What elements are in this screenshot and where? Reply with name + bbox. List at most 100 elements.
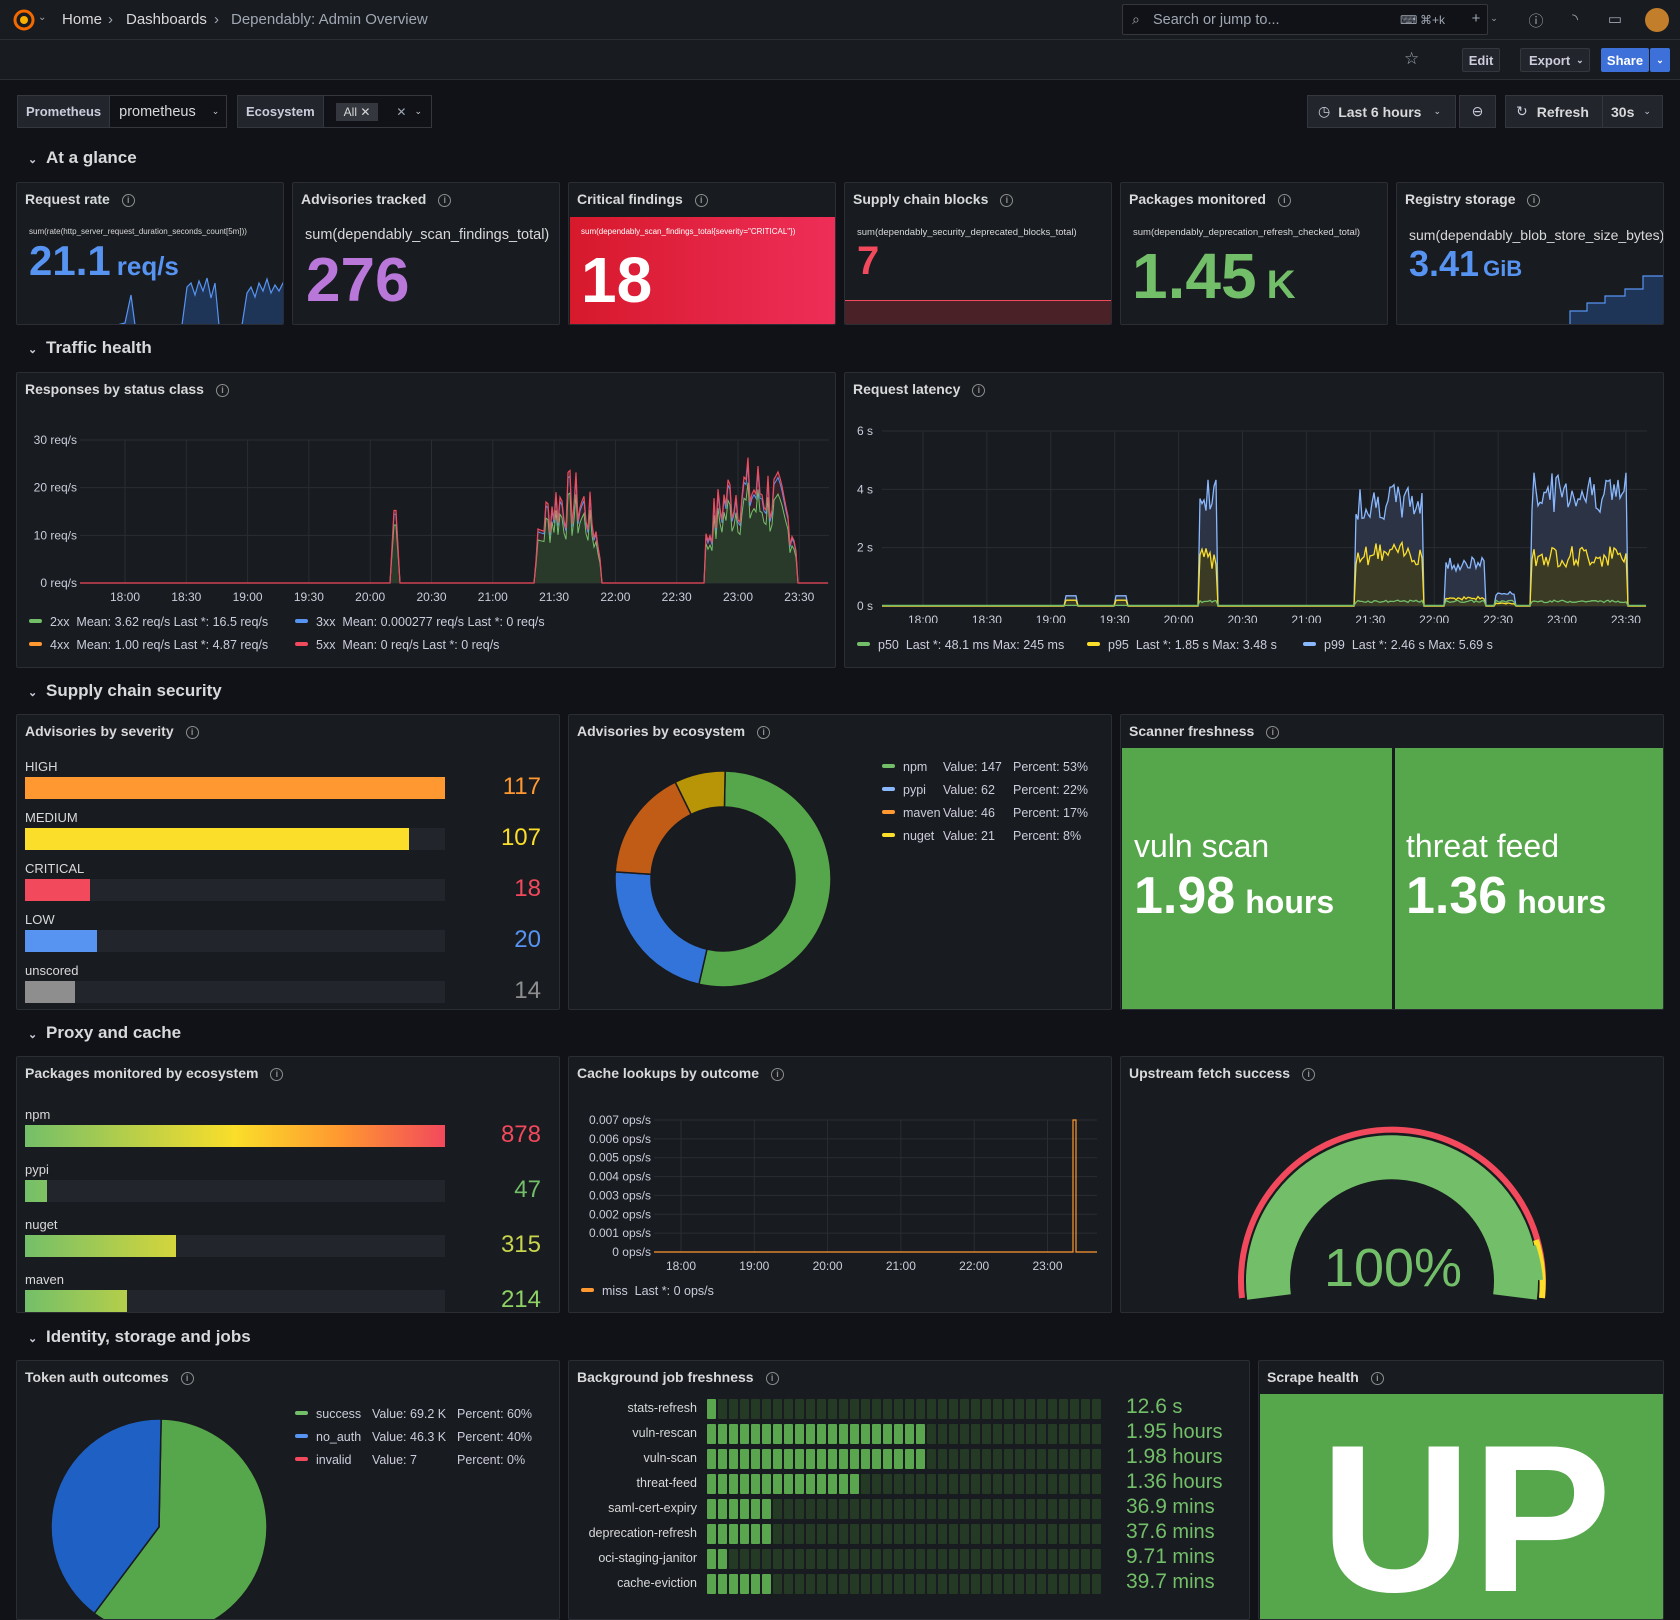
job-cell [1059,1424,1068,1444]
edit-button[interactable]: Edit [1462,48,1500,72]
legend-item-no_auth[interactable]: no_auth Value: 46.3 K Percent: 40% [295,1430,532,1444]
info-icon[interactable]: i [757,726,771,739]
scrape-health-tile: UP [1260,1394,1663,1619]
info-icon[interactable]: i [185,726,199,739]
slice-no_auth[interactable] [51,1419,162,1615]
export-button[interactable]: Export ⌄ [1520,48,1590,72]
slice-nuget[interactable] [674,771,726,816]
row-traffic-health[interactable]: ⌄ Traffic health [28,338,152,358]
bar-track [25,981,445,1003]
info-icon[interactable]: i [215,384,229,397]
panel-packages-monitored: Packages monitored i sum(dependably_depre… [1120,182,1388,325]
job-cell [1081,1449,1090,1469]
info-icon[interactable]: i [694,194,708,207]
row-identity-storage-jobs[interactable]: ⌄ Identity, storage and jobs [28,1327,251,1347]
legend-text: Last *: 48.1 ms Max: 245 ms [905,638,1065,652]
info-icon[interactable]: i [771,1068,785,1081]
star-icon[interactable]: ☆ [1404,49,1420,68]
y-tick-label: 10 req/s [34,528,77,542]
chevron-down-icon: ⌄ [1433,106,1442,116]
legend-item-4xx[interactable]: 4xx Mean: 1.00 req/s Last *: 4.87 req/s [29,638,268,652]
tile-value: 1.98 hours [1134,866,1334,926]
info-icon[interactable]: i [270,1068,284,1081]
refresh-button[interactable]: ↻ Refresh [1505,95,1603,128]
row-at-a-glance[interactable]: ⌄ At a glance [28,148,137,168]
info-icon[interactable]: i [438,194,452,207]
info-icon[interactable]: i [180,1372,194,1385]
legend-item-npm[interactable]: npm Value: 147 Percent: 53% [882,760,1088,774]
row-supply-chain-security[interactable]: ⌄ Supply chain security [28,681,222,701]
job-cell [1059,1549,1068,1569]
legend-item-maven[interactable]: maven Value: 46 Percent: 17% [882,806,1088,820]
slice-npm[interactable] [698,771,832,988]
slice-maven[interactable] [615,781,693,876]
job-cell [850,1449,859,1469]
legend-percent: Percent: 0% [457,1453,526,1467]
info-icon[interactable]: i [1277,194,1291,207]
stat-number: 3.41 [1409,243,1480,284]
row-proxy-and-cache[interactable]: ⌄ Proxy and cache [28,1023,181,1043]
info-icon[interactable]: i [121,194,135,207]
info-icon[interactable]: i [1000,194,1014,207]
chevron-down-icon[interactable]: ⌄ [1490,13,1498,23]
search-input[interactable]: ⌕ Search or jump to... ⌨ ⌘+k [1122,4,1488,35]
y-tick-label: 0.001 ops/s [589,1226,651,1240]
legend-item-2xx[interactable]: 2xx Mean: 3.62 req/s Last *: 16.5 req/s [29,615,268,629]
search-icon: ⌕ [1132,11,1140,27]
kiosk-mode-icon[interactable]: ▭ [1607,11,1623,28]
job-cell [949,1449,958,1469]
legend-item-miss[interactable]: miss Last *: 0 ops/s [581,1284,714,1298]
legend-item-3xx[interactable]: 3xx Mean: 0.000277 req/s Last *: 0 req/s [295,615,545,629]
grafana-logo-icon[interactable] [12,8,36,32]
zoom-out-icon[interactable]: ⊖ [1459,95,1496,128]
remove-chip-icon[interactable]: ✕ [360,104,371,119]
breadcrumb-dashboards[interactable]: Dashboards [126,11,207,28]
legend-item-success[interactable]: success Value: 69.2 K Percent: 60% [295,1407,532,1421]
refresh-interval-picker[interactable]: 30s ⌄ [1602,95,1663,128]
plus-icon[interactable]: + [1471,10,1481,27]
x-tick-label: 19:00 [739,1259,769,1273]
panel-cache-lookups: Cache lookups by outcome i 0.007 ops/s 0.0… [568,1056,1112,1313]
ecosystem-variable[interactable]: Ecosystem All ✕ ✕ ⌄ [237,95,432,128]
clear-icon[interactable]: ✕ [396,104,407,119]
time-range-picker[interactable]: ◷ Last 6 hours ⌄ [1307,95,1456,128]
info-icon[interactable]: i [1527,194,1541,207]
info-icon[interactable]: i [1302,1068,1316,1081]
legend-item-invalid[interactable]: invalid Value: 7 Percent: 0% [295,1453,525,1467]
user-avatar[interactable] [1645,8,1669,32]
legend-name: p50 [878,638,899,652]
slice-pypi[interactable] [615,871,708,986]
job-cell [784,1449,793,1469]
job-cell [729,1474,738,1494]
logo-menu-chevron-icon[interactable]: ⌄ [38,12,47,23]
prometheus-variable[interactable]: Prometheus prometheus ⌄ [17,95,227,128]
legend-item-p95[interactable]: p95 Last *: 1.85 s Max: 3.48 s [1087,638,1277,652]
share-button[interactable]: Share [1601,48,1649,72]
job-cell [982,1549,991,1569]
info-icon[interactable]: i [972,384,986,397]
legend-item-5xx[interactable]: 5xx Mean: 0 req/s Last *: 0 req/s [295,638,499,652]
news-feed-icon[interactable]: ◝ [1572,11,1578,28]
legend-item-p99[interactable]: p99 Last *: 2.46 s Max: 5.69 s [1303,638,1493,652]
job-cell [1015,1499,1024,1519]
info-icon[interactable]: i [765,1372,779,1385]
help-icon[interactable]: ⓘ [1528,13,1544,30]
breadcrumb-home[interactable]: Home [62,11,103,28]
legend-name: 2xx [50,615,70,629]
legend-item-p50[interactable]: p50 Last *: 48.1 ms Max: 245 ms [857,638,1064,652]
slice-success[interactable] [93,1419,267,1620]
stat-value: 1.45 K [1132,239,1295,313]
job-cell [927,1574,936,1594]
legend-item-nuget[interactable]: nuget Value: 21 Percent: 8% [882,829,1081,843]
job-unit: mins [1166,1571,1215,1593]
info-icon[interactable]: i [1370,1372,1384,1385]
job-cell [905,1424,914,1444]
ecosystem-chip[interactable]: All ✕ [335,102,379,121]
legend-item-pypi[interactable]: pypi Value: 62 Percent: 22% [882,783,1088,797]
legend-value: Value: 62 [943,783,995,797]
stat-query: sum(dependably_deprecation_refresh_check… [1133,227,1361,238]
info-icon[interactable]: i [1266,726,1280,739]
share-dropdown-chevron-icon[interactable]: ⌄ [1650,48,1670,72]
panel-title: Advisories tracked i [301,191,452,207]
legend-value: Value: 46.3 K [372,1430,447,1444]
